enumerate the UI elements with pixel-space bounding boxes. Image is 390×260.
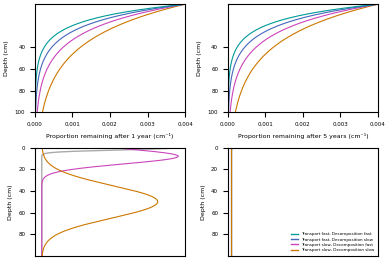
Y-axis label: Depth (cm): Depth (cm) [197, 41, 202, 76]
X-axis label: Proportion remaining after 5 years (cm⁻¹): Proportion remaining after 5 years (cm⁻¹… [238, 133, 368, 139]
Y-axis label: Depth (cm): Depth (cm) [8, 184, 12, 219]
Legend: Transport fast, Decomposition fast, Transport fast, Decomposition slow, Transpor: Transport fast, Decomposition fast, Tran… [290, 231, 376, 254]
X-axis label: Proportion remaining after 1 year (cm⁻¹): Proportion remaining after 1 year (cm⁻¹) [46, 133, 174, 139]
Y-axis label: Depth (cm): Depth (cm) [4, 41, 9, 76]
Y-axis label: Depth (cm): Depth (cm) [200, 184, 206, 219]
